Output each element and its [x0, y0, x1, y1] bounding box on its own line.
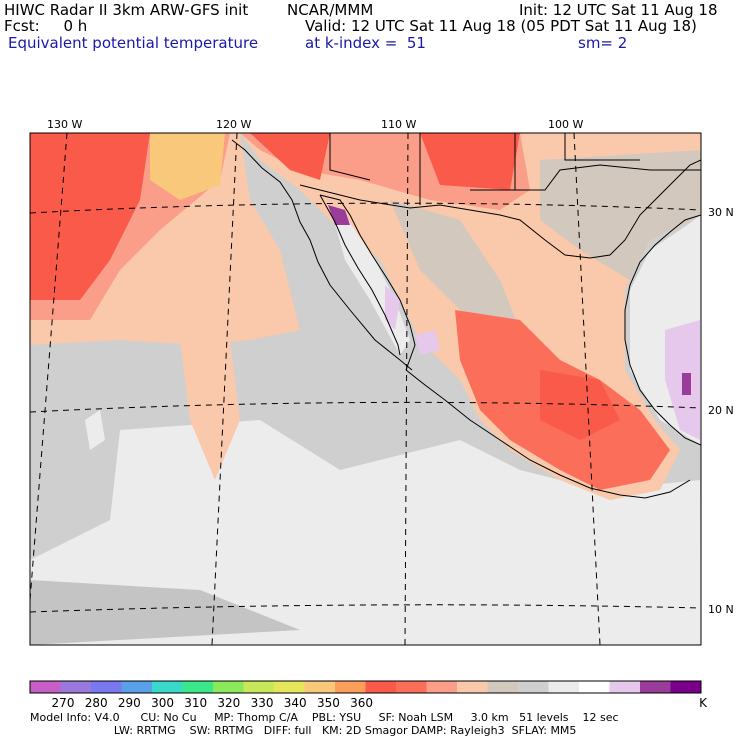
color-bar-swatch [396, 681, 427, 693]
color-bar-swatch [670, 681, 702, 693]
init-time: Init: 12 UTC Sat 11 Aug 18 [519, 1, 718, 19]
legend-label: 280 [84, 696, 108, 710]
parallel-20n [29, 401, 702, 413]
model-info-line1: Model Info: V4.0 CU: No Cu MP: Thomp C/A… [30, 711, 619, 724]
color-bar-swatch [579, 681, 610, 693]
color-bar-swatch [60, 681, 92, 693]
legend-label: 320 [217, 696, 241, 710]
color-bar-swatch [457, 681, 488, 693]
color-bar-swatch [182, 681, 214, 693]
model-title: HIWC Radar II 3km ARW-GFS init [4, 1, 249, 19]
gulf-purple-spot [415, 330, 440, 355]
legend-label: 330 [250, 696, 274, 710]
parallel-10n [29, 604, 702, 613]
coastlines [231, 133, 701, 499]
legend-label: 340 [283, 696, 307, 710]
white-patch [160, 450, 180, 480]
pacific-coast-mexico [405, 369, 691, 499]
gulf-max [682, 373, 691, 395]
color-bar-swatch [152, 681, 183, 693]
field-name: Equivalent potential temperature [8, 34, 259, 52]
white-patch [85, 410, 105, 450]
color-bar-swatch [426, 681, 458, 693]
state-border [329, 133, 371, 181]
forecast-hour: Fcst: 0 h [4, 17, 88, 35]
color-bar-swatch [335, 681, 366, 693]
legend-label: 360 [350, 696, 374, 710]
valid-time: Valid: 12 UTC Sat 11 Aug 18 (05 PDT Sat … [305, 17, 697, 35]
sierra-madre [390, 200, 520, 330]
baja-west-coast [319, 194, 401, 356]
southwest-ocean [30, 580, 300, 645]
organization: NCAR/MMM [287, 1, 374, 19]
color-bar-swatch [548, 681, 580, 693]
color-bar-frame [29, 680, 702, 694]
lat-label-20n: 20 N [708, 404, 734, 417]
color-bar-swatch [304, 681, 336, 693]
lon-label-110w: 110 W [381, 118, 417, 131]
color-bar-swatch [365, 681, 397, 693]
color-bar-swatch [609, 681, 641, 693]
meridian-120w [211, 132, 238, 646]
california-hot [250, 133, 330, 180]
lat-lon-grid [29, 132, 702, 646]
us-mexico-border [299, 159, 701, 259]
north-pacific-hot [30, 133, 150, 300]
color-bar-swatch [487, 681, 519, 693]
gulf-coast [624, 214, 701, 446]
meridian-130w [29, 132, 68, 601]
color-bar [30, 681, 702, 693]
model-info-line2: LW: RRTMG SW: RRTMG DIFF: full KM: 2D Sm… [30, 724, 577, 737]
color-bar-swatch [274, 681, 305, 693]
lat-label-10n: 10 N [708, 603, 734, 616]
color-bar-swatch [91, 681, 122, 693]
lon-label-120w: 120 W [216, 118, 252, 131]
lon-label-130w: 130 W [47, 118, 83, 131]
color-bar-swatch [30, 681, 61, 693]
baja-peninsula [319, 194, 416, 371]
color-bar-swatch [121, 681, 153, 693]
legend-label: 310 [184, 696, 208, 710]
baja-purple [385, 285, 400, 330]
white-ocean-band [140, 480, 690, 570]
state-border [515, 164, 701, 191]
north-pacific-peak [150, 133, 225, 200]
legend-label: 300 [151, 696, 174, 710]
color-bar-swatch [518, 681, 549, 693]
west-coast [231, 139, 413, 371]
state-border [564, 133, 640, 161]
lon-label-100w: 100 W [548, 118, 584, 131]
central-mexico-peak [540, 370, 620, 440]
lat-label-30n: 30 N [708, 206, 734, 219]
arizona-hot [420, 133, 520, 190]
legend-label: 350 [316, 696, 340, 710]
meridian-100w [573, 132, 601, 646]
meridian-110w [404, 132, 409, 646]
smoothing: sm= 2 [578, 34, 628, 52]
level-index: at k-index = 51 [305, 34, 426, 52]
legend-label: 290 [117, 696, 141, 710]
legend-label: 270 [51, 696, 75, 710]
color-bar-swatch [640, 681, 671, 693]
equivalent-potential-temperature-field [30, 133, 701, 645]
parallel-30n [29, 202, 702, 214]
legend-label: K [699, 696, 707, 710]
map-frame [29, 132, 702, 646]
color-bar-swatch [243, 681, 275, 693]
color-bar-swatch [213, 681, 244, 693]
